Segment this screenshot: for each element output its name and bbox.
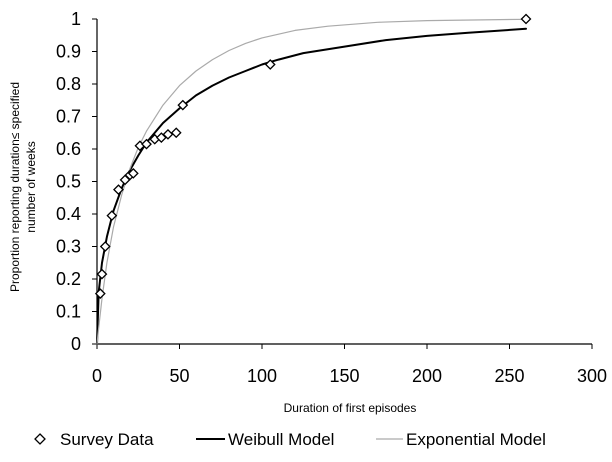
data-point [520,13,532,25]
data-point [96,268,108,280]
x-tick-label: 250 [494,366,524,386]
series-line-weibull-model [96,27,527,345]
y-tick-label: 0.5 [56,172,81,192]
data-point [264,59,276,70]
y-tick-label: 0.9 [56,42,81,62]
y-tick-label: 0.6 [56,139,81,159]
data-point [99,241,111,252]
y-tick-label: 0.4 [56,204,81,224]
data-point [141,138,152,150]
legend-item-exponential-model: Exponential Model [376,430,546,449]
y-tick-label: 0.3 [56,237,81,257]
y-tick-label: 0.1 [56,302,81,322]
y-axis-label-line2: number of weeks [24,141,38,232]
legend: Survey Data Weibull Model Exponential Mo… [34,430,546,449]
data-point [113,184,124,196]
diamond-marker-icon [34,433,46,445]
x-tick-label: 150 [329,366,359,386]
y-axis-label-line1: Proportion reporting duration≤ specified [8,82,22,292]
y-tick-label: 0 [71,334,81,354]
y-tick-label: 0.7 [56,107,81,127]
x-tick-label: 300 [577,366,607,386]
legend-item-weibull-model: Weibull Model [196,430,334,449]
y-tick-labels: 0 0.1 0.2 0.3 0.4 0.5 0.6 0.7 0.8 0.9 1 [56,9,97,354]
data-point [177,99,189,111]
x-tick-label: 200 [412,366,442,386]
series-points [94,13,532,300]
x-tick-label: 100 [247,366,277,386]
series-lines [96,18,527,345]
data-point [94,288,106,300]
x-tick-label: 50 [169,366,189,386]
y-tick-label: 0.2 [56,269,81,289]
y-tick-label: 0.8 [56,74,81,94]
data-point [127,167,139,179]
legend-label-weibull-model: Weibull Model [228,430,334,449]
x-tick-labels: 0 50 100 150 200 250 300 [92,344,607,386]
axes [96,19,592,345]
x-tick-label: 0 [92,366,102,386]
legend-label-survey-data: Survey Data [60,430,154,449]
data-point [106,210,118,222]
data-point [170,127,182,139]
legend-item-survey-data: Survey Data [34,430,154,449]
series-line-exponential-model [96,18,527,345]
legend-label-exponential-model: Exponential Model [406,430,546,449]
x-axis-label: Duration of first episodes [284,401,417,415]
y-tick-label: 1 [71,9,81,29]
